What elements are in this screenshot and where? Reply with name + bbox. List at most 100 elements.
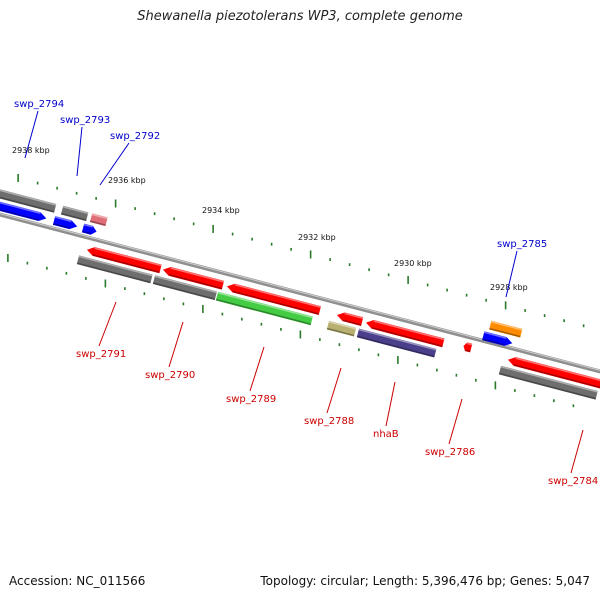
gene-swp_2785-cds-highlight bbox=[483, 331, 507, 339]
gene-swp_2788-cds-shadow bbox=[326, 327, 355, 337]
gene-swp_2788-cds[interactable] bbox=[326, 320, 357, 337]
gene-swp_2784-shape[interactable] bbox=[507, 355, 600, 390]
gene-label-swp_2794[interactable]: swp_2794 bbox=[14, 99, 64, 110]
gene-label-swp_2786[interactable]: swp_2786 bbox=[425, 447, 475, 458]
gene-swp_2790[interactable] bbox=[162, 265, 225, 290]
leader-line-swp_2794 bbox=[24, 110, 39, 159]
leader-line-swp_2789 bbox=[249, 346, 265, 392]
cds-bar[interactable] bbox=[0, 189, 57, 213]
gene-swp_2792[interactable] bbox=[89, 213, 108, 227]
gene-swp_2784[interactable] bbox=[507, 355, 600, 390]
leader-line-nhaB bbox=[385, 381, 396, 427]
cds-bar-shape[interactable] bbox=[0, 189, 57, 213]
gene-swp_2789-rna-shape[interactable] bbox=[215, 291, 313, 326]
gene-swp_2786-shadow bbox=[465, 349, 471, 353]
gene-nhaB[interactable] bbox=[365, 318, 445, 348]
gene-nhaB-highlight bbox=[373, 320, 445, 341]
cds-bar-shadow bbox=[0, 196, 55, 213]
cds-bar[interactable] bbox=[76, 255, 153, 284]
gene-label-nhaB[interactable]: nhaB bbox=[373, 429, 399, 440]
cds-bar-shape[interactable] bbox=[152, 275, 217, 301]
kbp-label: 2932 kbp bbox=[298, 233, 336, 242]
gene-swp_2785-shape[interactable] bbox=[489, 320, 523, 338]
cds-bar-highlight bbox=[500, 365, 598, 393]
gene-swp_2792-highlight bbox=[91, 213, 108, 220]
gene-swp_2791[interactable] bbox=[86, 245, 162, 274]
gene-swp_2788-cds-shape[interactable] bbox=[326, 320, 357, 337]
gene-swp_2786-shape[interactable] bbox=[462, 342, 473, 353]
gene-swp_2788[interactable] bbox=[336, 311, 364, 326]
gene-swp_2792-shape[interactable] bbox=[89, 213, 108, 227]
cds-bar[interactable] bbox=[60, 205, 89, 222]
gene-swp_2785-shadow bbox=[489, 327, 521, 338]
leader-line-swp_2784 bbox=[570, 429, 584, 474]
cds-bar-highlight bbox=[78, 255, 153, 277]
gene-swp_2792-cds-shadow bbox=[81, 230, 92, 235]
gene-swp_2791-shadow bbox=[92, 254, 160, 274]
leader-line-swp_2792 bbox=[99, 142, 130, 186]
gene-label-swp_2793[interactable]: swp_2793 bbox=[60, 115, 110, 126]
gene-label-swp_2791[interactable]: swp_2791 bbox=[76, 349, 126, 360]
gene-swp_2790-shadow bbox=[168, 274, 223, 290]
gene-swp_2785-cds[interactable] bbox=[482, 331, 513, 347]
cds-bar-highlight bbox=[154, 275, 217, 294]
cds-bar-highlight bbox=[0, 189, 57, 206]
gene-swp_2794[interactable] bbox=[0, 200, 47, 223]
gene-label-swp_2784[interactable]: swp_2784 bbox=[548, 476, 598, 487]
gene-swp_2789-rna-shadow bbox=[215, 298, 312, 325]
gene-swp_2789-highlight bbox=[234, 283, 321, 308]
gene-swp_2788-shadow bbox=[342, 319, 362, 326]
kbp-label: 2938 kbp bbox=[12, 146, 50, 155]
gene-swp_2791-shape[interactable] bbox=[86, 245, 162, 274]
gene-nhaB-cds-shadow bbox=[356, 335, 435, 358]
leader-line-swp_2785 bbox=[505, 250, 518, 298]
gene-swp_2794-shape[interactable] bbox=[0, 200, 47, 223]
gene-swp_2790-highlight bbox=[170, 267, 225, 283]
genome-backbone bbox=[0, 212, 600, 374]
gene-swp_2785-cds-shadow bbox=[482, 338, 505, 346]
gene-swp_2785-cds-shape[interactable] bbox=[482, 331, 513, 347]
gene-swp_2794-highlight bbox=[0, 201, 41, 215]
tick-row-top bbox=[17, 174, 585, 328]
gene-swp_2785-highlight bbox=[490, 321, 523, 331]
gene-swp_2792-cds-highlight bbox=[83, 223, 93, 228]
gene-swp_2789-rna[interactable] bbox=[215, 291, 313, 326]
gene-swp_2792-cds[interactable] bbox=[81, 223, 98, 236]
gene-swp_2788-shape[interactable] bbox=[336, 311, 364, 326]
gene-nhaB-cds-shape[interactable] bbox=[356, 328, 437, 358]
leader-line-swp_2791 bbox=[98, 301, 117, 347]
gene-swp_2793[interactable] bbox=[52, 216, 78, 231]
gene-nhaB-shape[interactable] bbox=[365, 318, 445, 348]
cds-bar-highlight bbox=[62, 206, 89, 215]
gene-swp_2790-shape[interactable] bbox=[162, 265, 225, 290]
gene-nhaB-cds[interactable] bbox=[356, 328, 437, 358]
gene-label-swp_2789[interactable]: swp_2789 bbox=[226, 394, 276, 405]
gene-swp_2794-shadow bbox=[0, 207, 39, 221]
kbp-label: 2934 kbp bbox=[202, 206, 240, 215]
gene-nhaB-shadow bbox=[371, 327, 443, 347]
cds-bar-shape[interactable] bbox=[498, 365, 598, 400]
leader-line-swp_2788 bbox=[326, 367, 342, 414]
gene-label-swp_2790[interactable]: swp_2790 bbox=[145, 370, 195, 381]
gene-label-swp_2792[interactable]: swp_2792 bbox=[110, 131, 160, 142]
gene-swp_2793-shape[interactable] bbox=[52, 216, 78, 231]
gene-swp_2792-cds-shape[interactable] bbox=[81, 223, 98, 236]
gene-swp_2786[interactable] bbox=[462, 342, 473, 353]
accession-text: Accession: NC_011566 bbox=[9, 574, 146, 588]
gene-swp_2789-shadow bbox=[232, 290, 320, 315]
gene-swp_2789[interactable] bbox=[226, 282, 321, 315]
kbp-label: 2930 kbp bbox=[394, 259, 432, 268]
gene-label-swp_2788[interactable]: swp_2788 bbox=[304, 416, 354, 427]
gene-label-swp_2785[interactable]: swp_2785 bbox=[497, 239, 547, 250]
cds-bar-shape[interactable] bbox=[60, 205, 89, 222]
cds-bar[interactable] bbox=[152, 275, 217, 301]
backbone-highlight bbox=[0, 213, 600, 371]
gene-swp_2789-rna-highlight bbox=[217, 291, 313, 319]
leader-line-swp_2793 bbox=[76, 126, 83, 177]
cds-bar-shape[interactable] bbox=[76, 255, 153, 284]
gene-swp_2789-shape[interactable] bbox=[226, 282, 321, 315]
gene-nhaB-cds-highlight bbox=[358, 328, 437, 351]
gene-swp_2785[interactable] bbox=[489, 320, 523, 338]
cds-bar[interactable] bbox=[498, 365, 598, 400]
